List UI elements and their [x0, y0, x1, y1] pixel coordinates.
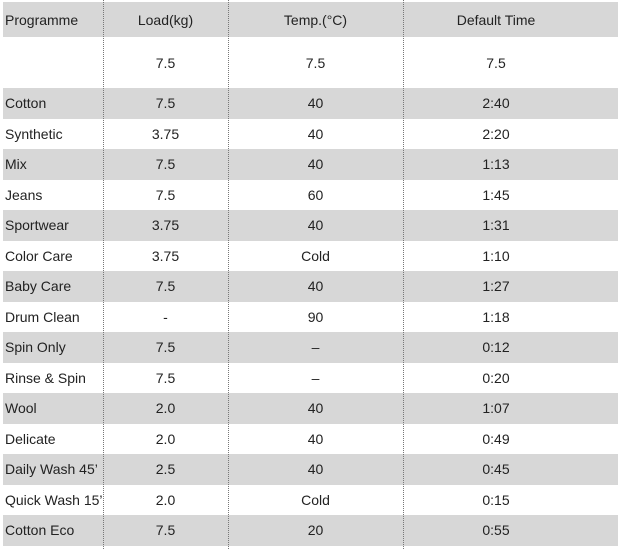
table-cell: 0:12	[482, 339, 510, 356]
programme-name: Spin Only	[5, 339, 66, 356]
table-cell: 2:20	[482, 125, 510, 142]
table-row: Rinse & Spin 7.5 – 0:20	[3, 363, 618, 394]
table-row: Sportwear 3.75 40 1:31	[3, 210, 618, 241]
subheader-cell: 7.5	[305, 54, 326, 71]
table-cell: 20	[307, 522, 324, 539]
table-cell: 0:20	[482, 369, 510, 386]
table-row: Synthetic 3.75 40 2:20	[3, 119, 618, 150]
table-cell: 40	[307, 217, 324, 234]
table-cell: 40	[307, 156, 324, 173]
table-cell: 60	[307, 186, 324, 203]
table-row: Baby Care 7.5 40 1:27	[3, 271, 618, 302]
programme-name: Rinse & Spin	[5, 369, 86, 386]
table-cell: Cold	[301, 491, 330, 508]
table-cell: 2.0	[155, 491, 176, 508]
table-row: Jeans 7.5 60 1:45	[3, 180, 618, 211]
table-cell: 40	[307, 278, 324, 295]
table-cell: 1:10	[482, 247, 510, 264]
header-cell: Programme	[5, 11, 79, 28]
table-cell: 7.5	[155, 156, 176, 173]
programme-name: Delicate	[5, 430, 56, 447]
table-cell: 0:55	[482, 522, 510, 539]
subheader-cell: 7.5	[155, 54, 176, 71]
table-cell: 7.5	[155, 186, 176, 203]
programme-name: Cotton Eco	[5, 522, 75, 539]
table-cell: 40	[307, 125, 324, 142]
table-cell: 1:18	[482, 308, 510, 325]
programme-name: Cotton	[5, 95, 47, 112]
subheader-cell: 7.5	[486, 54, 506, 71]
header-cell: Temp.(°C)	[283, 11, 348, 28]
table-cell: -	[163, 308, 168, 325]
table-row: Spin Only 7.5 – 0:12	[3, 332, 618, 363]
table-cell: 1:27	[482, 278, 510, 295]
table-cell: 40	[307, 400, 324, 417]
programme-name: Sportwear	[5, 217, 69, 234]
table-cell: 2:40	[482, 95, 510, 112]
table-cell: 3.75	[151, 217, 180, 234]
table-cell: 3.75	[151, 125, 180, 142]
table-cell: 7.5	[155, 339, 176, 356]
table-cell: Cold	[301, 247, 330, 264]
programme-name: Daily Wash 45’	[5, 461, 98, 478]
table-row: Daily Wash 45’ 2.5 40 0:45	[3, 454, 618, 485]
table-cell: 1:13	[482, 156, 510, 173]
programme-name: Wool	[5, 400, 37, 417]
header-cell: Default Time	[456, 11, 536, 28]
subheader-row: 7.5 7.5 7.5	[3, 37, 618, 88]
table-cell: 2.5	[155, 461, 176, 478]
programme-name: Jeans	[5, 186, 43, 203]
table-cell: 2.0	[155, 400, 176, 417]
table-cell: 1:07	[482, 400, 510, 417]
table-cell: 1:45	[482, 186, 510, 203]
table-cell: 2.0	[155, 430, 176, 447]
header-cell: Load(kg)	[137, 11, 194, 28]
table-cell: 90	[307, 308, 324, 325]
column-divider	[228, 0, 229, 549]
table-cell: 7.5	[155, 278, 176, 295]
table-row: Mix 7.5 40 1:13	[3, 149, 618, 180]
table-cell: 0:45	[482, 461, 510, 478]
table-row: Delicate 2.0 40 0:49	[3, 424, 618, 455]
table-cell: –	[311, 369, 320, 386]
table-cell: –	[311, 339, 320, 356]
table-row: Color Care 3.75 Cold 1:10	[3, 241, 618, 272]
table-row: Cotton 7.5 40 2:40	[3, 88, 618, 119]
table-cell: 0:15	[482, 491, 510, 508]
table-cell: 40	[307, 95, 324, 112]
column-divider	[403, 0, 404, 549]
table-cell: 7.5	[155, 369, 176, 386]
table-cell: 40	[307, 461, 324, 478]
table-cell: 40	[307, 430, 324, 447]
table-row: Drum Clean - 90 1:18	[3, 302, 618, 333]
column-divider	[103, 0, 104, 549]
table-row: Quick Wash 15’ 2.0 Cold 0:15	[3, 485, 618, 516]
table-cell: 7.5	[155, 95, 176, 112]
programme-name: Quick Wash 15’	[5, 491, 103, 508]
programme-name: Color Care	[5, 247, 73, 264]
table-row: Wool 2.0 40 1:07	[3, 393, 618, 424]
programme-name: Mix	[5, 156, 27, 173]
table-cell: 0:49	[482, 430, 510, 447]
table-cell: 1:31	[482, 217, 510, 234]
table-cell: 3.75	[151, 247, 180, 264]
programme-name: Baby Care	[5, 278, 72, 295]
table-cell: 7.5	[155, 522, 176, 539]
header-row: Programme Load(kg) Temp.(°C) Default Time	[3, 2, 618, 37]
table-row: Cotton Eco 7.5 20 0:55	[3, 515, 618, 546]
programme-name: Drum Clean	[5, 308, 80, 325]
programme-name: Synthetic	[5, 125, 63, 142]
